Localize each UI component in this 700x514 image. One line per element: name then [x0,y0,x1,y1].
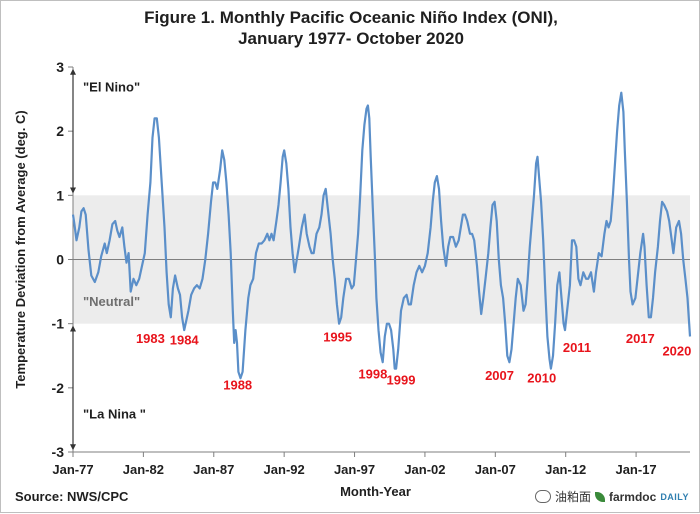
x-tick-label: Jan-97 [334,462,375,477]
chart-title: Figure 1. Monthly Pacific Oceanic Niño I… [1,7,700,49]
event-year-label: 2011 [563,340,591,355]
y-axis-label: Temperature Deviation from Average (deg.… [13,110,28,388]
y-tick-label: 3 [56,59,64,75]
zone-label: "Neutral" [83,294,140,309]
x-tick-label: Jan-02 [404,462,445,477]
farmdoc-leaf-icon [594,491,605,502]
event-year-label: 1983 [136,331,165,346]
y-tick-label: -1 [52,316,65,332]
y-tick-label: -3 [52,444,65,460]
x-axis-label: Month-Year [340,484,411,499]
zone-label: "El Nino" [83,79,140,94]
watermark-text: 油粕面 [554,490,591,504]
brand-suffix: DAILY [660,491,689,502]
y-tick-label: 1 [56,187,64,203]
y-tick-label: 2 [56,123,64,139]
y-tick-label: 0 [56,252,64,268]
x-tick-label: Jan-17 [615,462,656,477]
x-tick-label: Jan-12 [545,462,586,477]
oni-series-line [71,91,692,380]
event-year-label: 1995 [323,330,352,345]
chart-title-line2: January 1977- October 2020 [238,29,464,48]
event-year-label: 1998 [358,367,387,382]
event-year-label: 2020 [662,344,691,359]
event-year-label: 2010 [527,371,556,386]
zone-label: "La Nina " [83,407,146,422]
event-year-label: 1999 [387,372,416,387]
event-year-label: 2007 [485,368,514,383]
x-tick-label: Jan-07 [475,462,516,477]
event-year-label: 1984 [170,333,200,348]
x-tick-label: Jan-82 [123,462,164,477]
brand-logo: 油粕面 farmdoc DAILY [534,488,689,505]
brand-name: farmdoc [608,489,657,504]
x-tick-label: Jan-77 [52,462,93,477]
event-year-label: 2017 [626,331,655,346]
y-tick-label: -2 [52,380,65,396]
chart-title-line1: Figure 1. Monthly Pacific Oceanic Niño I… [144,8,558,27]
event-year-label: 1988 [223,378,252,393]
source-note: Source: NWS/CPC [15,489,129,504]
x-tick-label: Jan-87 [193,462,234,477]
wechat-icon [534,490,551,503]
x-tick-label: Jan-92 [264,462,305,477]
